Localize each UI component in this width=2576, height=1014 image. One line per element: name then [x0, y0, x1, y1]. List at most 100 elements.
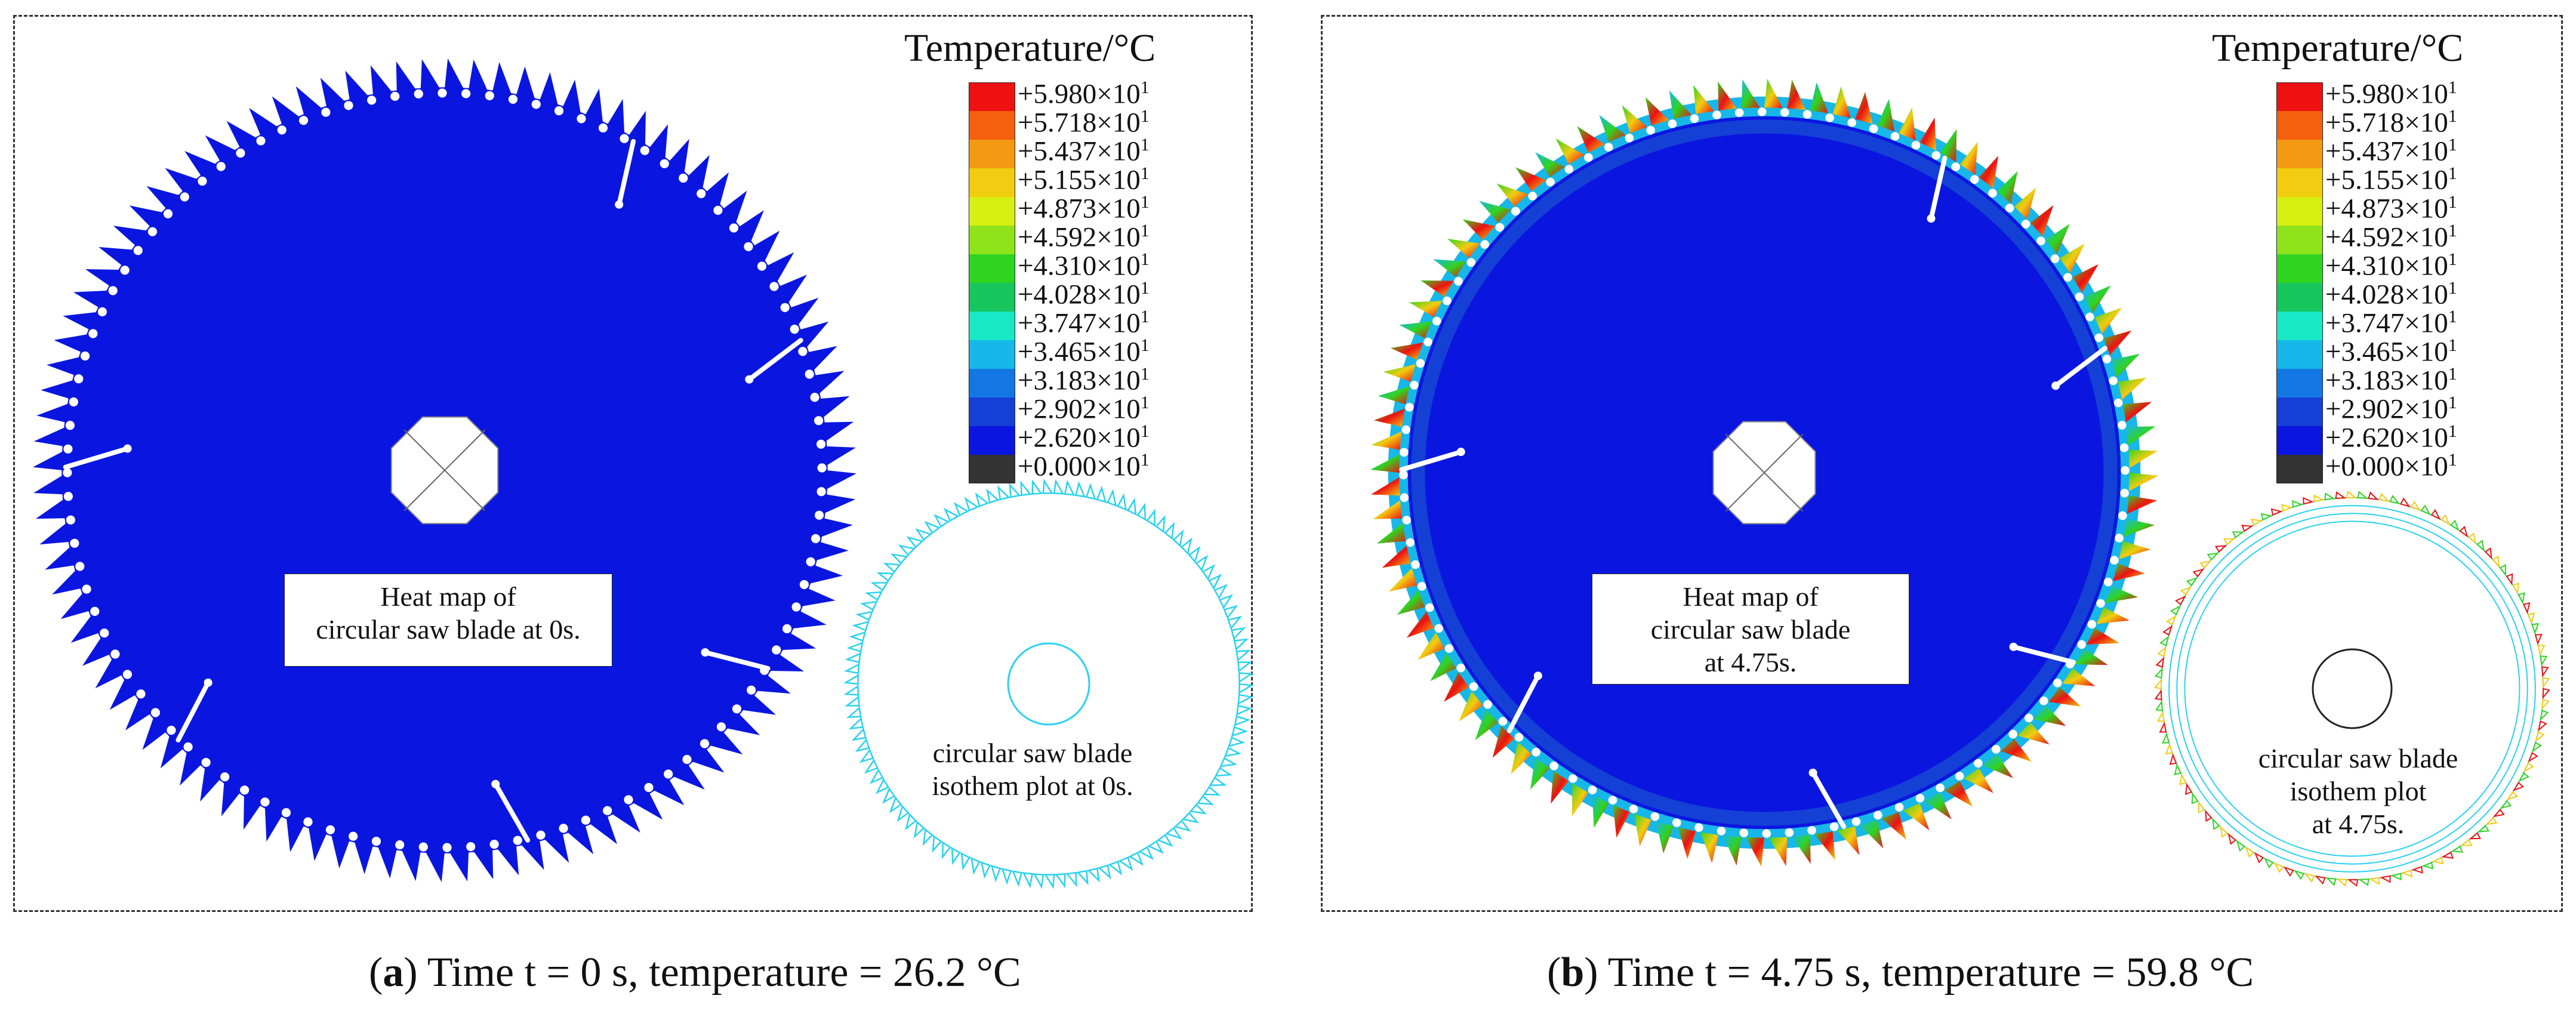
- saw-tooth: [1837, 826, 1860, 855]
- gullet: [531, 100, 541, 109]
- legend-value: +4.310×101: [2325, 249, 2457, 282]
- expansion-slot: [1928, 155, 1948, 221]
- gullet: [1825, 113, 1834, 122]
- legend-value: +3.183×101: [2325, 364, 2457, 396]
- legend-swatch: [2276, 426, 2323, 455]
- iso-tooth: [2537, 645, 2546, 656]
- saw-tooth: [1409, 301, 1443, 318]
- iso-tooth: [2399, 497, 2411, 508]
- saw-tooth: [779, 275, 808, 304]
- iso-tooth: [2477, 825, 2490, 833]
- iso-tooth: [2467, 532, 2477, 545]
- saw-tooth: [39, 523, 70, 545]
- gullet: [577, 114, 586, 124]
- iso-tooth: [2245, 846, 2255, 858]
- gullet: [682, 754, 692, 765]
- gullet: [2096, 599, 2105, 608]
- iso-tooth: [843, 685, 859, 696]
- gullet: [1694, 823, 1703, 832]
- gullet: [1456, 663, 1465, 673]
- saw-tooth: [1479, 201, 1511, 223]
- saw-tooth: [1944, 781, 1973, 807]
- iso-tooth: [2500, 800, 2512, 809]
- saw-tooth: [691, 748, 725, 773]
- legend-value: +5.155×101: [2325, 164, 2457, 196]
- legend-swatch: [969, 426, 1015, 455]
- slot-hole: [491, 779, 500, 788]
- iso-tooth: [2304, 873, 2315, 883]
- legend-swatch: [969, 197, 1015, 226]
- saw-tooth: [516, 66, 535, 100]
- gullet: [461, 89, 471, 98]
- legend-swatch: [969, 312, 1015, 340]
- saw-tooth: [378, 846, 397, 879]
- gullet: [1416, 359, 1425, 368]
- gullet: [1401, 425, 1410, 434]
- gullet: [1495, 223, 1504, 232]
- heat-map-figure-a: [33, 58, 1254, 889]
- legend-swatch: [969, 82, 1015, 111]
- legend-swatch: [969, 283, 1015, 312]
- saw-tooth: [738, 210, 764, 242]
- saw-tooth: [814, 371, 845, 394]
- saw-tooth: [160, 735, 184, 769]
- gullet: [660, 159, 669, 168]
- gullet: [66, 515, 75, 525]
- iso-tooth: [1065, 871, 1077, 887]
- gullet: [2118, 511, 2127, 520]
- saw-tooth: [226, 121, 257, 148]
- gullet: [1712, 110, 1721, 119]
- gullet: [349, 831, 358, 841]
- expansion-slot: [63, 446, 130, 470]
- iso-tooth: [1237, 694, 1254, 705]
- legend-swatch: [969, 369, 1015, 397]
- gullet: [2087, 620, 2096, 629]
- legend-value: +4.028×101: [2325, 278, 2457, 310]
- saw-blade-heatmap-b: [1370, 79, 2158, 867]
- iso-tooth: [2512, 781, 2525, 791]
- iso-tooth: [2283, 866, 2294, 877]
- gullet: [1498, 717, 1508, 726]
- gullet: [1970, 175, 1979, 184]
- expansion-slot: [493, 781, 531, 843]
- gullet: [1717, 827, 1726, 836]
- heat-map-label-a: Heat map of circular saw blade at 0s.: [284, 574, 612, 667]
- saw-tooth: [2072, 264, 2099, 293]
- gullet: [716, 722, 726, 732]
- iso-tooth: [924, 520, 941, 534]
- gullet: [70, 538, 79, 548]
- gullet: [390, 91, 400, 101]
- saw-tooth: [1430, 652, 1456, 682]
- saw-tooth: [2017, 722, 2050, 745]
- saw-tooth: [249, 107, 278, 136]
- gullet: [747, 685, 756, 695]
- iso-tooth: [2232, 531, 2245, 539]
- saw-tooth: [2033, 705, 2066, 726]
- legend-value: +3.747×101: [1018, 307, 1150, 339]
- gullet: [167, 726, 176, 735]
- saw-tooth: [1421, 280, 1454, 297]
- legend-value: +2.620×101: [2325, 421, 2457, 454]
- gullet: [2121, 466, 2130, 475]
- iso-tooth: [2214, 545, 2227, 553]
- saw-tooth: [354, 841, 374, 874]
- saw-tooth: [1877, 98, 1895, 132]
- saw-tooth: [2014, 187, 2036, 220]
- gullet: [1514, 733, 1524, 742]
- gullet: [236, 148, 245, 158]
- iso-tooth: [2518, 592, 2525, 605]
- saw-tooth: [1371, 432, 1402, 450]
- gullet: [367, 95, 377, 105]
- isotherm-label-a: circular saw blade isothem plot at 0s.: [913, 736, 1152, 802]
- iso-tooth: [2522, 602, 2531, 615]
- saw-tooth: [345, 70, 369, 101]
- slot-hole: [615, 200, 624, 209]
- saw-tooth: [1746, 837, 1764, 867]
- gullet: [1911, 141, 1921, 150]
- gullet: [63, 444, 73, 454]
- saw-tooth: [1555, 138, 1585, 165]
- saw-tooth: [320, 78, 346, 107]
- saw-tooth: [825, 446, 856, 466]
- gullet: [371, 837, 381, 846]
- gullet: [2008, 729, 2017, 739]
